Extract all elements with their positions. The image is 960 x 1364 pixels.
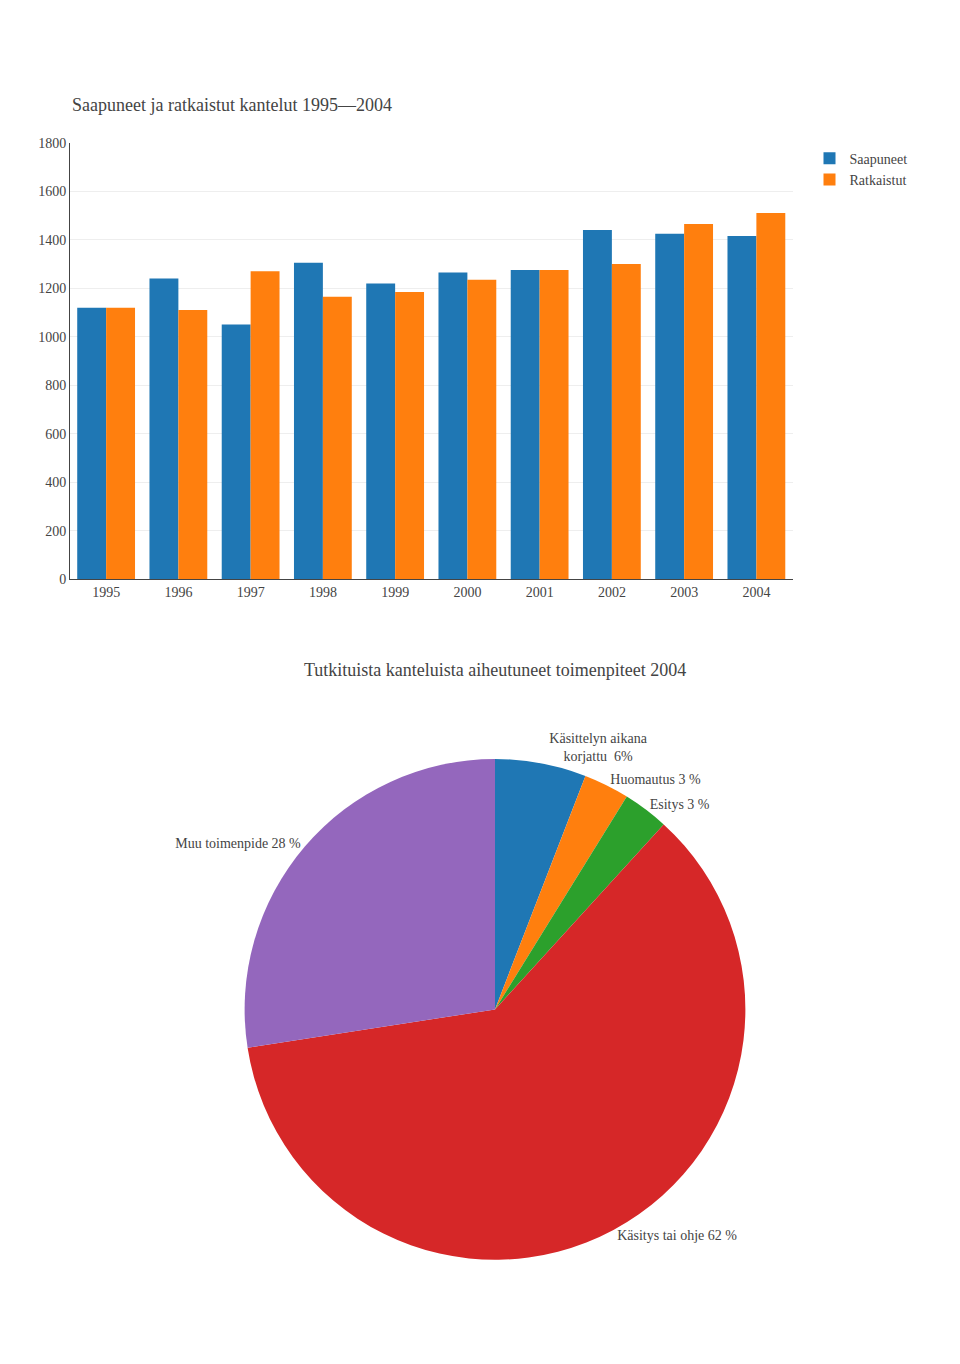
svg-text:2002: 2002 [598, 585, 626, 600]
svg-text:1000: 1000 [38, 330, 66, 345]
svg-text:Saapuneet ja ratkaistut kantel: Saapuneet ja ratkaistut kantelut 1995—20… [72, 95, 392, 115]
svg-text:Tutkituista kanteluista aiheut: Tutkituista kanteluista aiheutuneet toim… [304, 660, 686, 680]
svg-text:1200: 1200 [38, 281, 66, 296]
svg-text:1996: 1996 [164, 585, 192, 600]
svg-text:Saapuneet: Saapuneet [850, 152, 908, 167]
svg-text:Huomautus 3 %: Huomautus 3 % [610, 772, 701, 787]
svg-text:1998: 1998 [309, 585, 337, 600]
svg-text:Esitys 3 %: Esitys 3 % [650, 797, 710, 812]
svg-text:400: 400 [45, 475, 66, 490]
svg-text:200: 200 [45, 524, 66, 539]
svg-text:2000: 2000 [453, 585, 481, 600]
svg-text:600: 600 [45, 427, 66, 442]
svg-text:2001: 2001 [526, 585, 554, 600]
svg-text:1997: 1997 [237, 585, 265, 600]
svg-text:0: 0 [59, 572, 66, 587]
svg-text:Muu toimenpide 28 %: Muu toimenpide 28 % [175, 836, 301, 851]
svg-text:2003: 2003 [670, 585, 698, 600]
svg-text:Käsittelyn aikanakorjattu 6%: Käsittelyn aikanakorjattu 6% [549, 731, 647, 764]
svg-text:Käsitys tai ohje 62 %: Käsitys tai ohje 62 % [617, 1228, 737, 1243]
svg-text:1999: 1999 [381, 585, 409, 600]
svg-text:2004: 2004 [742, 585, 770, 600]
svg-text:800: 800 [45, 378, 66, 393]
svg-text:1995: 1995 [92, 585, 120, 600]
svg-text:1400: 1400 [38, 233, 66, 248]
svg-text:1600: 1600 [38, 184, 66, 199]
svg-text:Ratkaistut: Ratkaistut [850, 173, 907, 188]
svg-text:1800: 1800 [38, 136, 66, 151]
